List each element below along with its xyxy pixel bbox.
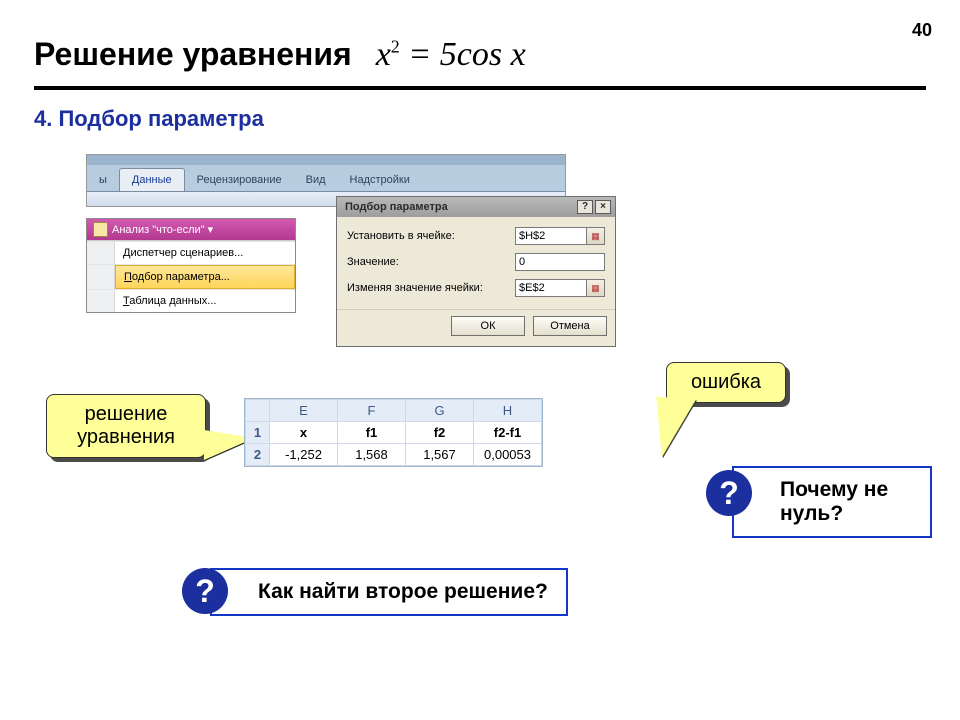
menu-gutter bbox=[87, 242, 115, 264]
grid-table: EFGH 1xf1f2f2-f1 2-1,2521,5681,5670,00053 bbox=[245, 399, 542, 466]
cancel-button[interactable]: Отмена bbox=[533, 316, 607, 336]
field-box: ▦ bbox=[515, 279, 605, 297]
menu-item-label: Диспетчер сценариев... bbox=[115, 242, 295, 264]
range-picker-icon[interactable]: ▦ bbox=[587, 227, 605, 245]
grid-cell[interactable]: 0,00053 bbox=[474, 444, 542, 466]
row-header[interactable]: 2 bbox=[246, 444, 270, 466]
goal-seek-dialog: Подбор параметра ? × Установить в ячейке… bbox=[336, 196, 616, 347]
what-if-menu: Анализ "что-если" ▾ Диспетчер сценариев.… bbox=[86, 218, 296, 313]
question-box-2: Как найти второе решение? bbox=[210, 568, 568, 616]
callout-error-tail bbox=[652, 397, 696, 460]
dialog-row: Установить в ячейке: ▦ bbox=[347, 227, 605, 245]
question-mark-2: ? bbox=[182, 568, 228, 614]
equation-rhs: x bbox=[511, 36, 526, 73]
equation-sup: 2 bbox=[391, 37, 400, 57]
callout-error: ошибка bbox=[666, 362, 786, 403]
menu-gutter bbox=[87, 290, 115, 312]
grid-cell[interactable]: x bbox=[270, 422, 338, 444]
field-input[interactable] bbox=[515, 227, 587, 245]
field-box bbox=[515, 253, 605, 271]
grid-cell[interactable]: f1 bbox=[338, 422, 406, 444]
what-if-label: Анализ "что-если" ▾ bbox=[112, 223, 213, 236]
field-label: Изменяя значение ячейки: bbox=[347, 282, 515, 294]
grid-cell[interactable]: f2 bbox=[406, 422, 474, 444]
subtitle: 4. Подбор параметра bbox=[34, 106, 264, 132]
field-label: Значение: bbox=[347, 256, 515, 268]
menu-gutter bbox=[87, 265, 115, 289]
equation-lhs: x bbox=[376, 36, 391, 73]
question-box-1: Почему не нуль? bbox=[732, 466, 932, 538]
question-mark-1: ? bbox=[706, 470, 752, 516]
ribbon-tab[interactable]: Вид bbox=[294, 169, 338, 191]
help-icon[interactable]: ? bbox=[577, 200, 593, 214]
equation-cos: cos bbox=[457, 36, 511, 73]
col-header[interactable]: G bbox=[406, 400, 474, 422]
menu-item-label: Подбор параметра... bbox=[115, 265, 295, 289]
callout-solution: решение уравнения bbox=[46, 394, 206, 458]
equation-eq: = 5 bbox=[400, 36, 457, 73]
field-label: Установить в ячейке: bbox=[347, 230, 515, 242]
page-title: Решение уравнения bbox=[34, 36, 352, 73]
dialog-row: Значение: bbox=[347, 253, 605, 271]
col-header[interactable]: E bbox=[270, 400, 338, 422]
ribbon-titlebar bbox=[87, 155, 565, 165]
col-header[interactable]: F bbox=[338, 400, 406, 422]
menu-item-label: Таблица данных... bbox=[115, 290, 295, 312]
ribbon-tab[interactable]: Рецензирование bbox=[185, 169, 294, 191]
title-underline bbox=[34, 86, 926, 90]
close-icon[interactable]: × bbox=[595, 200, 611, 214]
dialog-title-text: Подбор параметра bbox=[345, 201, 448, 213]
excel-grid: EFGH 1xf1f2f2-f1 2-1,2521,5681,5670,00053 bbox=[244, 398, 543, 467]
field-box: ▦ bbox=[515, 227, 605, 245]
what-if-header[interactable]: Анализ "что-если" ▾ bbox=[87, 219, 295, 240]
dialog-buttons: ОК Отмена bbox=[337, 309, 615, 346]
title-row: Решение уравнения x2 = 5cos x bbox=[34, 36, 926, 74]
grid-corner bbox=[246, 400, 270, 422]
grid-cell[interactable]: f2-f1 bbox=[474, 422, 542, 444]
grid-cell[interactable]: 1,568 bbox=[338, 444, 406, 466]
ribbon-tab[interactable]: Надстройки bbox=[338, 169, 422, 191]
ribbon-tab[interactable]: Данные bbox=[119, 168, 185, 191]
ribbon-tab[interactable]: ы bbox=[87, 169, 119, 191]
row-header[interactable]: 1 bbox=[246, 422, 270, 444]
field-input[interactable] bbox=[515, 253, 605, 271]
what-if-item[interactable]: Подбор параметра... bbox=[87, 264, 295, 289]
field-input[interactable] bbox=[515, 279, 587, 297]
what-if-list: Диспетчер сценариев...Подбор параметра..… bbox=[87, 240, 295, 312]
grid-cell[interactable]: 1,567 bbox=[406, 444, 474, 466]
equation: x2 = 5cos x bbox=[376, 36, 526, 74]
dialog-body: Установить в ячейке: ▦ Значение: Изменяя зн… bbox=[337, 217, 615, 309]
what-if-icon bbox=[93, 222, 108, 237]
range-picker-icon[interactable]: ▦ bbox=[587, 279, 605, 297]
dialog-titlebar: Подбор параметра ? × bbox=[337, 197, 615, 217]
what-if-item[interactable]: Диспетчер сценариев... bbox=[87, 241, 295, 264]
ribbon-tabs: ыДанныеРецензированиеВидНадстройки bbox=[87, 165, 565, 191]
grid-cell[interactable]: -1,252 bbox=[270, 444, 338, 466]
ok-button[interactable]: ОК bbox=[451, 316, 525, 336]
col-header[interactable]: H bbox=[474, 400, 542, 422]
dialog-row: Изменяя значение ячейки: ▦ bbox=[347, 279, 605, 297]
what-if-item[interactable]: Таблица данных... bbox=[87, 289, 295, 312]
